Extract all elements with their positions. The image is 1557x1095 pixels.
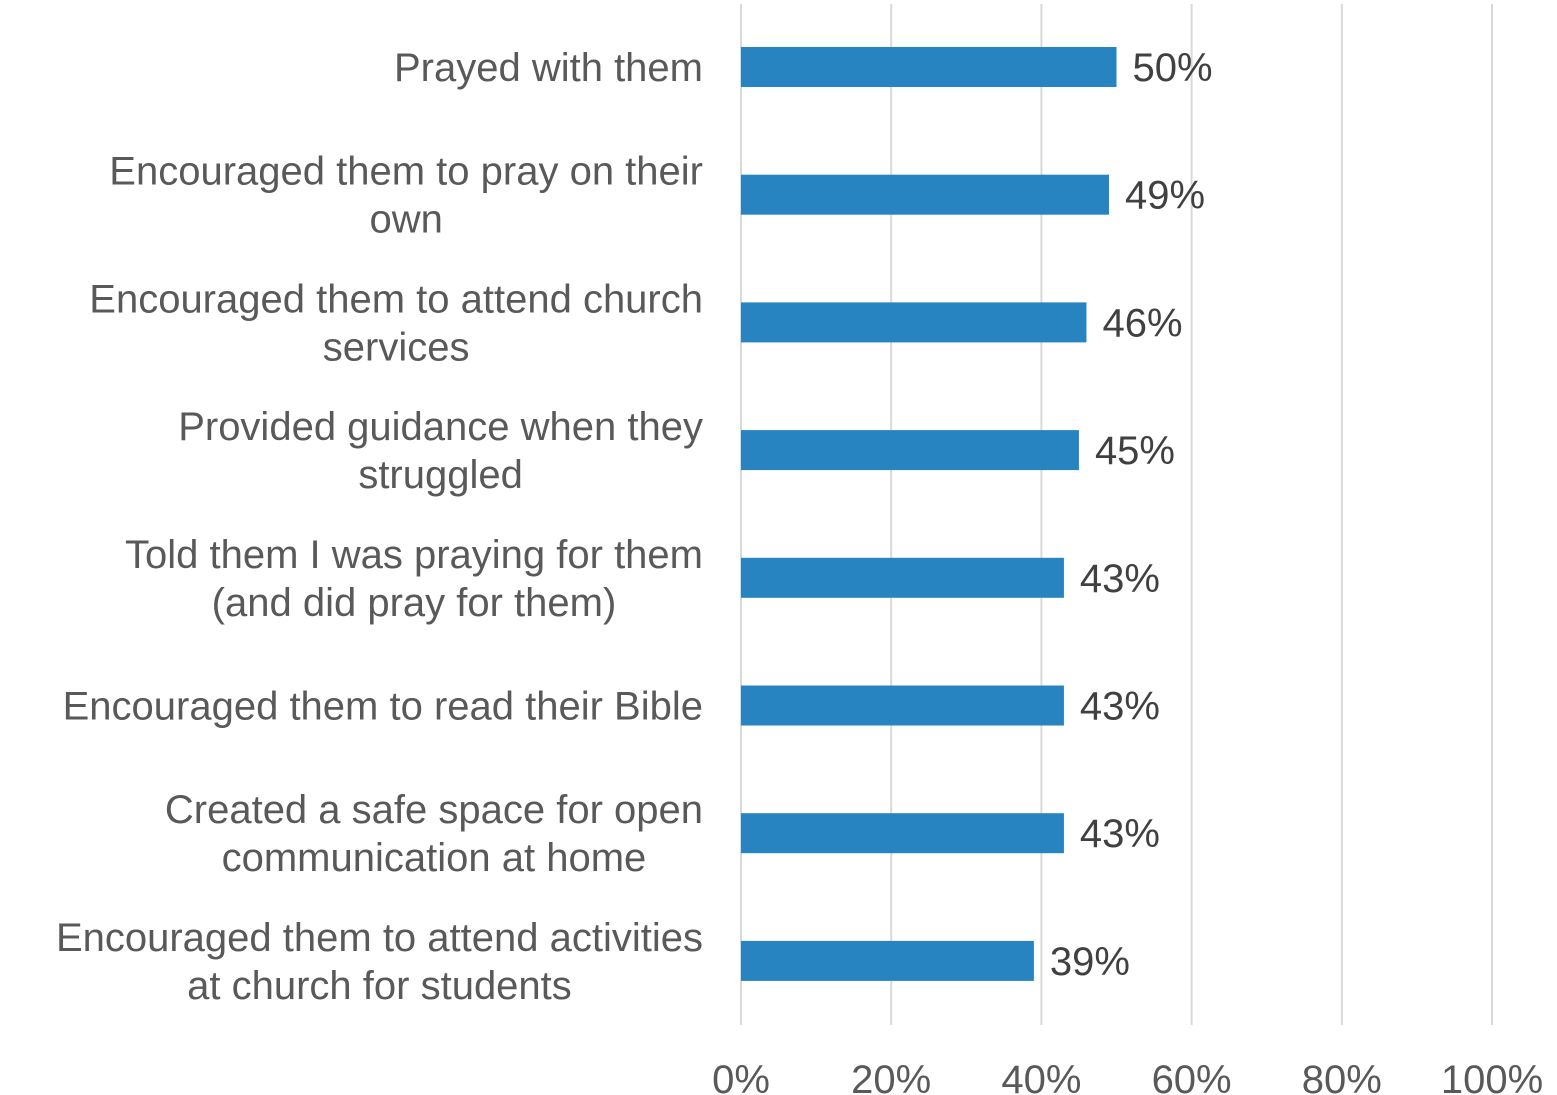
category-label-line: at church for students bbox=[187, 964, 572, 1008]
x-tick-label: 40% bbox=[1001, 1058, 1081, 1095]
bar bbox=[741, 174, 1109, 215]
category-label: Encouraged them to pray on their own bbox=[109, 150, 703, 242]
bar bbox=[741, 557, 1064, 598]
x-tick-label: 20% bbox=[851, 1058, 931, 1095]
bar-value-label: 45% bbox=[1095, 429, 1175, 473]
category-label-line: Told them I was praying for them bbox=[125, 533, 703, 577]
data-labels: 50% 49% 46% 45% 43% 43% 43% 39% bbox=[1050, 46, 1213, 984]
bar bbox=[741, 813, 1064, 854]
bar-value-label: 43% bbox=[1080, 685, 1160, 729]
category-label-line: Encouraged them to pray on their bbox=[109, 150, 703, 194]
category-label-line: Prayed with them bbox=[394, 46, 703, 90]
bar-value-label: 43% bbox=[1080, 557, 1160, 601]
category-label-line: (and did pray for them) bbox=[212, 581, 617, 625]
gridlines bbox=[740, 4, 1493, 1025]
category-label-line: Provided guidance when they bbox=[178, 405, 703, 449]
category-label: Encouraged them to attend church services bbox=[89, 277, 703, 369]
category-label-line: Created a safe space for open bbox=[165, 788, 703, 832]
bar bbox=[741, 47, 1117, 87]
category-label: Provided guidance when they struggled bbox=[178, 405, 703, 497]
category-label-line: struggled bbox=[358, 453, 523, 497]
bar-value-label: 39% bbox=[1050, 940, 1130, 984]
category-label-line: services bbox=[323, 325, 470, 369]
category-label: Prayed with them bbox=[394, 46, 703, 90]
bar-value-label: 50% bbox=[1133, 46, 1213, 90]
category-label: Told them I was praying for them (and did… bbox=[125, 533, 703, 625]
x-axis-tick-labels: 0% 20% 40% 60% 80% 100% bbox=[712, 1058, 1543, 1095]
category-label: Created a safe space for open communicati… bbox=[165, 788, 703, 880]
category-label-line: own bbox=[369, 198, 442, 242]
bar bbox=[741, 940, 1034, 981]
category-label-line: communication at home bbox=[222, 836, 647, 880]
bar bbox=[741, 685, 1064, 726]
bar-value-label: 46% bbox=[1102, 301, 1182, 345]
bar bbox=[741, 302, 1087, 343]
category-labels: Prayed with them Encouraged them to pray … bbox=[56, 46, 703, 1008]
x-tick-label: 80% bbox=[1302, 1058, 1382, 1095]
bar-value-label: 43% bbox=[1080, 812, 1160, 856]
x-tick-label: 0% bbox=[712, 1058, 770, 1095]
x-tick-label: 60% bbox=[1152, 1058, 1232, 1095]
bars bbox=[741, 47, 1117, 981]
x-tick-label: 100% bbox=[1441, 1058, 1543, 1095]
category-label: Encouraged them to attend activities at c… bbox=[56, 916, 703, 1008]
category-label-line: Encouraged them to read their Bible bbox=[63, 685, 703, 729]
category-label-line: Encouraged them to attend church bbox=[89, 277, 703, 321]
category-label: Encouraged them to read their Bible bbox=[63, 685, 703, 729]
category-label-line: Encouraged them to attend activities bbox=[56, 916, 703, 960]
bar bbox=[741, 430, 1079, 471]
bar-value-label: 49% bbox=[1125, 174, 1205, 218]
